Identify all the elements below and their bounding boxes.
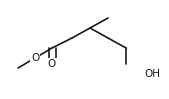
Text: OH: OH xyxy=(144,69,160,79)
Text: O: O xyxy=(31,53,39,63)
Text: O: O xyxy=(48,59,56,69)
